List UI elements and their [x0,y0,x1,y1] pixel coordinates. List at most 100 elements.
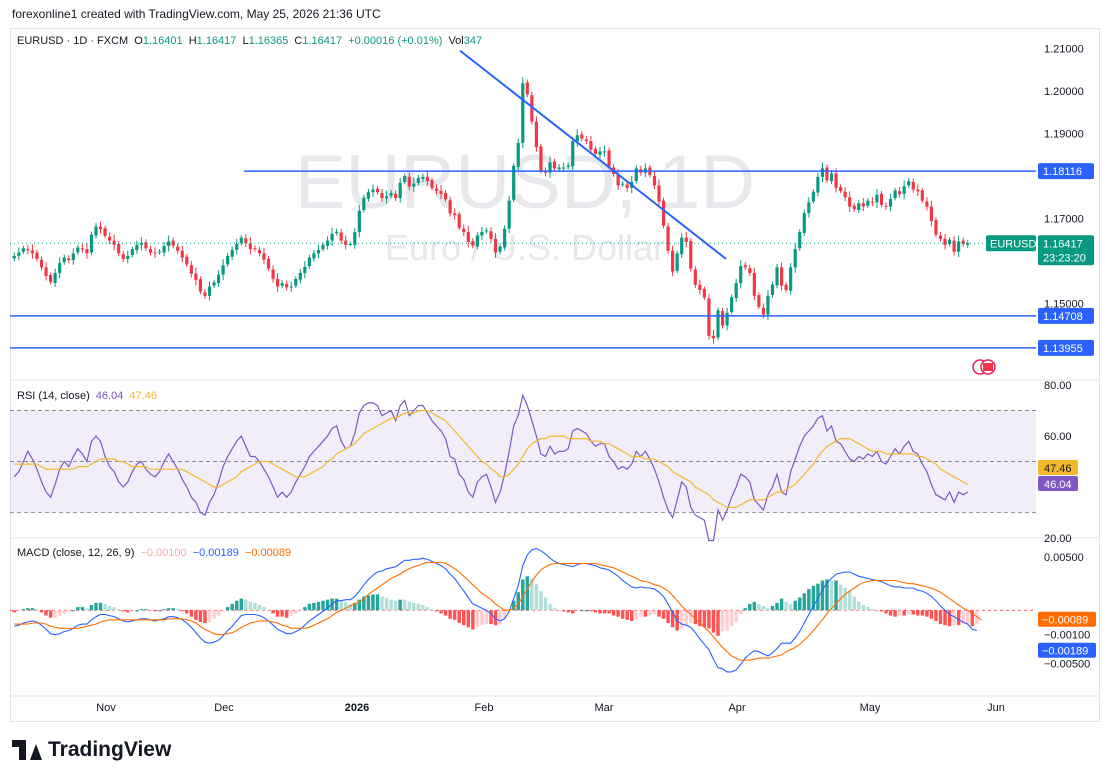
candle-down [121,250,125,262]
candle-down [148,245,153,256]
time-axis-tick: Nov [96,702,116,714]
candle-body [280,283,284,286]
candle-down [198,276,203,295]
macd-histogram-bar [275,610,280,617]
candle-up [816,172,820,197]
tradingview-logo[interactable]: TradingView [12,738,171,762]
macd-histogram-bar [307,603,312,611]
candle-up [348,241,352,247]
candle-body [167,241,171,247]
macd-histogram-bar [943,610,947,626]
candle-down [462,224,466,236]
macd-histogram-bar [820,580,825,611]
macd-histogram-bar [861,604,866,611]
macd-histogram-bar [916,610,920,616]
flag-us-stripes-icon [983,363,993,371]
macd-histogram-bar [589,610,593,612]
macd-histogram-bar [130,610,135,612]
macd-histogram-bar [303,607,307,611]
credit-text: forexonline1 created with TradingView.co… [12,7,381,21]
rsi-label[interactable]: RSI (14, close) [17,390,90,402]
candle-up [789,263,793,295]
candle-body [117,244,121,254]
macd-signal-tag [1038,611,1096,627]
macd-label[interactable]: MACD (close, 12, 26, 9) [17,547,135,559]
candle-up [335,228,339,236]
candle-up [316,244,321,258]
candle-body [76,247,80,253]
macd-histogram-bar [39,610,44,613]
candle-body [711,335,716,339]
macd-histogram-bar [407,601,412,611]
candle-body [966,243,970,245]
candle-up [12,252,16,262]
candle-body [902,186,906,194]
candle-down [430,177,434,191]
candle-body [571,141,575,167]
candle-body [693,269,697,285]
candle-body [752,272,756,296]
candle-body [126,255,130,259]
candle-up [947,237,952,247]
macd-histogram-bar [203,610,207,624]
candle-down [925,197,929,211]
candle-up [162,241,166,257]
candle-body [521,83,525,143]
candle-down [176,243,180,254]
price-axis-tick: 1.15000 [1044,299,1084,311]
candle-body [448,200,452,214]
macd-histogram-bar [416,603,421,611]
candle-up [71,248,75,265]
candle-body [53,272,57,284]
candle-up [480,227,484,241]
candle-body [911,181,915,190]
candle-body [888,198,893,207]
candle-down [530,91,534,125]
candle-body [49,275,53,283]
candle-up [167,235,171,252]
macd-histogram-bar [616,610,620,617]
macd-histogram-bar [334,598,339,611]
candle-up [21,245,25,254]
macd-histogram-bar [126,610,130,613]
candle-body [12,255,16,259]
macd-histogram-bar [67,610,71,613]
macd-histogram-bar [757,603,761,611]
candle-body [657,185,661,202]
macd-histogram-bar [738,610,743,615]
macd-histogram-bar [707,610,711,629]
candle-body [262,253,266,260]
macd-histogram-bar [403,599,407,611]
candle-body [289,286,293,288]
candle-body [416,178,420,183]
symbol-label[interactable]: EURUSD · 1D · FXCM [17,35,129,47]
macd-legend: MACD (close, 12, 26, 9) −0.00100 −0.0018… [17,547,294,559]
macd-histogram-bar [843,587,847,611]
candle-body [875,194,879,203]
candle-up [62,254,66,265]
candle-body [839,187,843,191]
candle-up [957,235,961,258]
macd-histogram-bar [956,610,961,626]
macd-histogram-bar [779,598,784,611]
macd-histogram-bar [752,601,757,611]
macd-histogram-bar [966,610,970,625]
candle-down [593,146,598,157]
candle-down [448,196,452,217]
candle-body [811,191,815,202]
macd-histogram-bar [375,594,380,611]
candle-body [257,249,262,254]
candle-body [244,238,248,244]
time-axis-tick: Feb [475,702,494,714]
macd-histogram-bar [648,610,652,616]
candle-body [103,228,107,236]
chart-frame[interactable] [10,28,1100,722]
macd-value: −0.00189 [192,547,239,559]
candle-body [484,230,489,232]
candle-up [130,246,134,258]
candle-up [235,238,239,255]
macd-histogram-bar [784,601,788,611]
watermark-description: Euro / U.S. Dollar [385,227,665,268]
macd-histogram-bar [807,589,811,611]
